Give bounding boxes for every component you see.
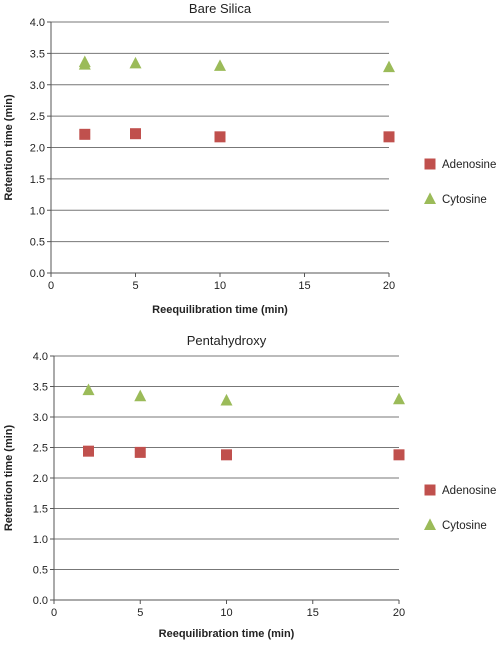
data-point-adenosine bbox=[134, 446, 146, 458]
legend-label-cytosine: Cytosine bbox=[442, 194, 487, 206]
y-tick-label: 3.5 bbox=[30, 48, 45, 60]
y-tick-label: 0.5 bbox=[33, 565, 48, 577]
legend-label-adenosine: Adenosine bbox=[442, 485, 496, 497]
x-tick-label: 5 bbox=[132, 280, 138, 292]
y-tick-label: 1.5 bbox=[33, 504, 48, 516]
legend-marker-adenosine bbox=[424, 484, 436, 496]
legend-label-cytosine: Cytosine bbox=[442, 520, 487, 532]
x-tick-label: 15 bbox=[298, 280, 310, 292]
y-tick-label: 1.5 bbox=[30, 174, 45, 186]
data-point-adenosine bbox=[83, 445, 94, 457]
legend-marker-cytosine bbox=[424, 192, 436, 204]
y-tick-label: 4.0 bbox=[30, 17, 45, 29]
legend-marker-adenosine bbox=[424, 158, 436, 170]
y-tick-label: 0.5 bbox=[30, 237, 45, 249]
x-tick-label: 20 bbox=[383, 280, 395, 292]
data-point-cytosine bbox=[78, 55, 91, 68]
data-point-adenosine bbox=[214, 131, 226, 143]
data-point-cytosine bbox=[220, 393, 233, 406]
data-point-cytosine bbox=[129, 56, 142, 69]
y-tick-label: 2.5 bbox=[30, 111, 45, 123]
y-tick-label: 1.0 bbox=[30, 205, 45, 217]
x-axis-label: Reequilibration time (min) bbox=[152, 304, 288, 316]
data-point-adenosine bbox=[383, 131, 395, 143]
x-tick-label: 20 bbox=[393, 607, 405, 619]
data-point-adenosine bbox=[130, 128, 141, 140]
y-tick-label: 3.5 bbox=[33, 382, 48, 394]
y-tick-label: 2.5 bbox=[33, 443, 48, 455]
data-point-adenosine bbox=[221, 449, 232, 461]
chart-panel-2: Pentahydroxy 0.0 0.5 1.0 1.5 2.0 2.5 3.0 3.5 4.0 0… bbox=[3, 333, 496, 640]
legend-marker-cytosine bbox=[424, 518, 436, 530]
data-point-cytosine bbox=[214, 59, 226, 71]
x-tick-label: 10 bbox=[220, 607, 232, 619]
chart-title: Pentahydroxy bbox=[187, 333, 267, 348]
y-axis-label: Retention time (min) bbox=[3, 425, 15, 532]
data-point-cytosine bbox=[82, 383, 95, 396]
data-point-cytosine bbox=[383, 60, 395, 73]
x-tick-label: 15 bbox=[307, 607, 319, 619]
y-tick-label: 3.0 bbox=[33, 412, 48, 424]
chart-title: Bare Silica bbox=[189, 1, 252, 16]
x-axis-label: Reequilibration time (min) bbox=[159, 628, 295, 640]
data-point-adenosine bbox=[393, 449, 405, 461]
x-tick-label: 0 bbox=[51, 607, 57, 619]
y-tick-label: 2.0 bbox=[33, 473, 48, 485]
y-tick-label: 0.0 bbox=[33, 595, 48, 607]
y-tick-label: 2.0 bbox=[30, 143, 45, 155]
x-tick-label: 10 bbox=[214, 280, 226, 292]
y-axis-label: Retention time (min) bbox=[3, 94, 15, 201]
legend-label-adenosine: Adenosine bbox=[442, 159, 496, 171]
data-point-cytosine bbox=[134, 389, 147, 402]
y-tick-label: 4.0 bbox=[33, 351, 48, 363]
data-point-adenosine bbox=[79, 128, 91, 140]
y-tick-label: 1.0 bbox=[33, 534, 48, 546]
y-tick-label: 3.0 bbox=[30, 80, 45, 92]
y-tick-label: 0.0 bbox=[30, 268, 45, 280]
chart-panel-1: Bare Silica 0.0 0.5 1.0 1.5 2.0 2.5 3.0 3.5 4.0 0 5… bbox=[3, 1, 496, 316]
x-tick-label: 5 bbox=[137, 607, 143, 619]
data-point-cytosine bbox=[393, 392, 405, 405]
x-tick-label: 0 bbox=[48, 280, 54, 292]
